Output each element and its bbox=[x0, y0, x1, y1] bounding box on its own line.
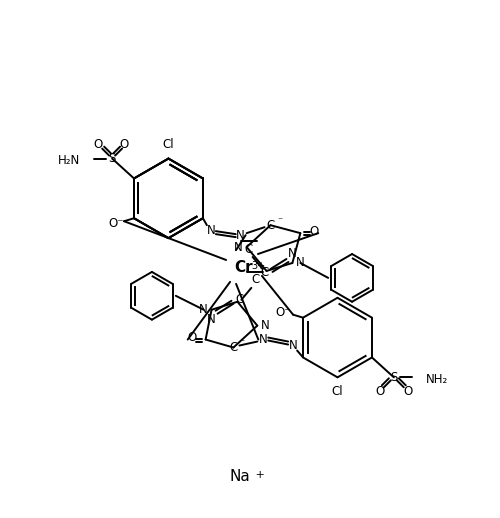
Text: 3+: 3+ bbox=[251, 261, 265, 271]
Text: NH₂: NH₂ bbox=[426, 373, 448, 386]
Text: +: + bbox=[252, 470, 264, 480]
Text: N: N bbox=[288, 339, 298, 352]
Text: N: N bbox=[206, 224, 215, 237]
Text: N: N bbox=[199, 303, 208, 316]
Text: N: N bbox=[261, 319, 270, 332]
Text: H₂N: H₂N bbox=[58, 154, 80, 167]
Text: O⁻: O⁻ bbox=[108, 217, 124, 229]
Text: Cl: Cl bbox=[162, 138, 174, 151]
Text: N: N bbox=[234, 240, 243, 254]
Text: Cr: Cr bbox=[234, 261, 254, 276]
Text: N: N bbox=[296, 256, 304, 269]
Text: O: O bbox=[310, 225, 319, 238]
Text: Cl: Cl bbox=[332, 385, 344, 398]
Text: N: N bbox=[236, 228, 245, 241]
Text: O: O bbox=[187, 331, 196, 344]
Text: C: C bbox=[230, 341, 237, 354]
Text: C: C bbox=[260, 266, 268, 279]
Text: N: N bbox=[207, 313, 216, 326]
Text: O: O bbox=[376, 385, 384, 398]
Text: O: O bbox=[403, 385, 412, 398]
Text: O⁻: O⁻ bbox=[276, 306, 291, 319]
Text: N: N bbox=[288, 247, 297, 260]
Text: O: O bbox=[94, 138, 103, 151]
Text: N: N bbox=[259, 333, 268, 346]
Text: S: S bbox=[108, 152, 116, 165]
Text: C: C bbox=[251, 274, 260, 286]
Text: S: S bbox=[390, 371, 398, 384]
Text: ⁻: ⁻ bbox=[277, 216, 282, 226]
Text: C: C bbox=[244, 242, 253, 255]
Text: Na: Na bbox=[230, 469, 250, 484]
Text: C: C bbox=[236, 293, 244, 306]
Text: ⁻: ⁻ bbox=[240, 339, 245, 349]
Text: C: C bbox=[266, 219, 274, 232]
Text: O: O bbox=[120, 138, 128, 151]
